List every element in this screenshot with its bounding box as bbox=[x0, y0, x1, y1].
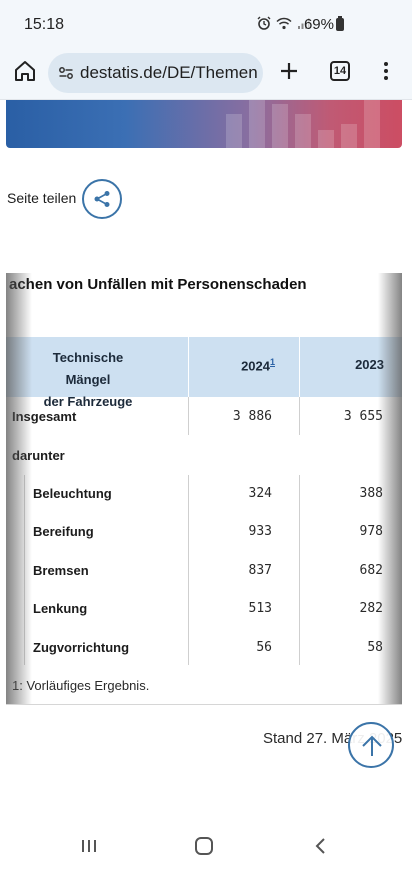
share-button[interactable] bbox=[82, 179, 122, 219]
wifi-icon bbox=[276, 17, 292, 29]
data-table[interactable]: achen von Unfällen mit Personenschaden T… bbox=[6, 273, 402, 705]
cell-2023: 388 bbox=[359, 486, 383, 501]
new-tab-icon[interactable] bbox=[278, 60, 300, 82]
share-label: Seite teilen bbox=[7, 190, 77, 206]
table-footnote: 1: Vorläufiges Ergebnis. bbox=[12, 678, 150, 693]
home-icon[interactable] bbox=[12, 58, 38, 84]
header-separator bbox=[299, 337, 300, 397]
more-menu-icon[interactable] bbox=[380, 60, 392, 82]
cell-divider bbox=[299, 475, 300, 665]
status-time: 15:18 bbox=[24, 16, 65, 33]
row-label: darunter bbox=[12, 448, 65, 463]
cell-2023: 682 bbox=[359, 563, 383, 578]
recent-apps-icon[interactable] bbox=[80, 839, 98, 853]
cell-2023: 978 bbox=[359, 524, 383, 539]
row-label: Bremsen bbox=[33, 563, 89, 578]
address-bar[interactable]: destatis.de/DE/Themen bbox=[48, 53, 263, 93]
share-icon bbox=[94, 191, 110, 207]
cell-2024: 933 bbox=[248, 524, 272, 539]
cell-divider bbox=[188, 397, 189, 435]
battery-icon bbox=[336, 16, 344, 31]
cell-divider bbox=[299, 397, 300, 435]
row-label: Insgesamt bbox=[12, 409, 77, 424]
back-icon[interactable] bbox=[313, 837, 327, 855]
cell-2024: 837 bbox=[248, 563, 272, 578]
cell-2024: 3 886 bbox=[232, 409, 272, 424]
tab-switcher-button[interactable]: 14 bbox=[330, 61, 350, 81]
signal-icon bbox=[298, 17, 310, 29]
cell-2023: 3 655 bbox=[343, 409, 383, 424]
header-2024-label: 2024 bbox=[241, 358, 270, 374]
cell-divider bbox=[188, 475, 189, 665]
header-col-2023: 2023 bbox=[355, 357, 384, 372]
header-col-category-line1: Technische Mängel bbox=[52, 350, 124, 387]
table-title: achen von Unfällen mit Personenschaden bbox=[9, 276, 307, 293]
cell-2024: 324 bbox=[248, 486, 272, 501]
scroll-to-top-button[interactable] bbox=[348, 722, 394, 768]
home-nav-icon[interactable] bbox=[195, 837, 213, 855]
status-bar: 15:18 69% bbox=[0, 0, 412, 48]
indent-guide bbox=[24, 475, 25, 665]
battery-percent: 69% bbox=[303, 16, 334, 33]
row-label: Lenkung bbox=[33, 601, 88, 616]
header-col-category: Technische Mängel der Fahrzeuge bbox=[32, 347, 144, 413]
cell-2023: 58 bbox=[367, 640, 383, 655]
browser-toolbar: destatis.de/DE/Themen 14 bbox=[0, 48, 412, 100]
table-header: Technische Mängel der Fahrzeuge 20241 20… bbox=[6, 337, 402, 409]
header-col-2024: 20241 bbox=[188, 357, 275, 373]
cell-2024: 56 bbox=[256, 640, 272, 655]
footnote-link[interactable]: 1 bbox=[269, 357, 275, 367]
alarm-icon bbox=[257, 16, 271, 30]
row-label: Zugvorrichtung bbox=[33, 640, 130, 655]
row-label: Beleuchtung bbox=[33, 486, 112, 501]
arrow-up-icon bbox=[362, 735, 382, 756]
header-col-category-line2: der Fahrzeuge bbox=[43, 394, 133, 409]
cell-2023: 282 bbox=[359, 601, 383, 616]
header-separator bbox=[188, 337, 189, 397]
status-icons bbox=[257, 16, 310, 30]
system-nav-bar bbox=[0, 819, 412, 869]
site-settings-icon[interactable] bbox=[58, 65, 74, 81]
cell-2024: 513 bbox=[248, 601, 272, 616]
url-text[interactable]: destatis.de/DE/Themen bbox=[80, 63, 258, 82]
header-banner-image bbox=[6, 100, 402, 148]
row-label: Bereifung bbox=[33, 524, 94, 539]
